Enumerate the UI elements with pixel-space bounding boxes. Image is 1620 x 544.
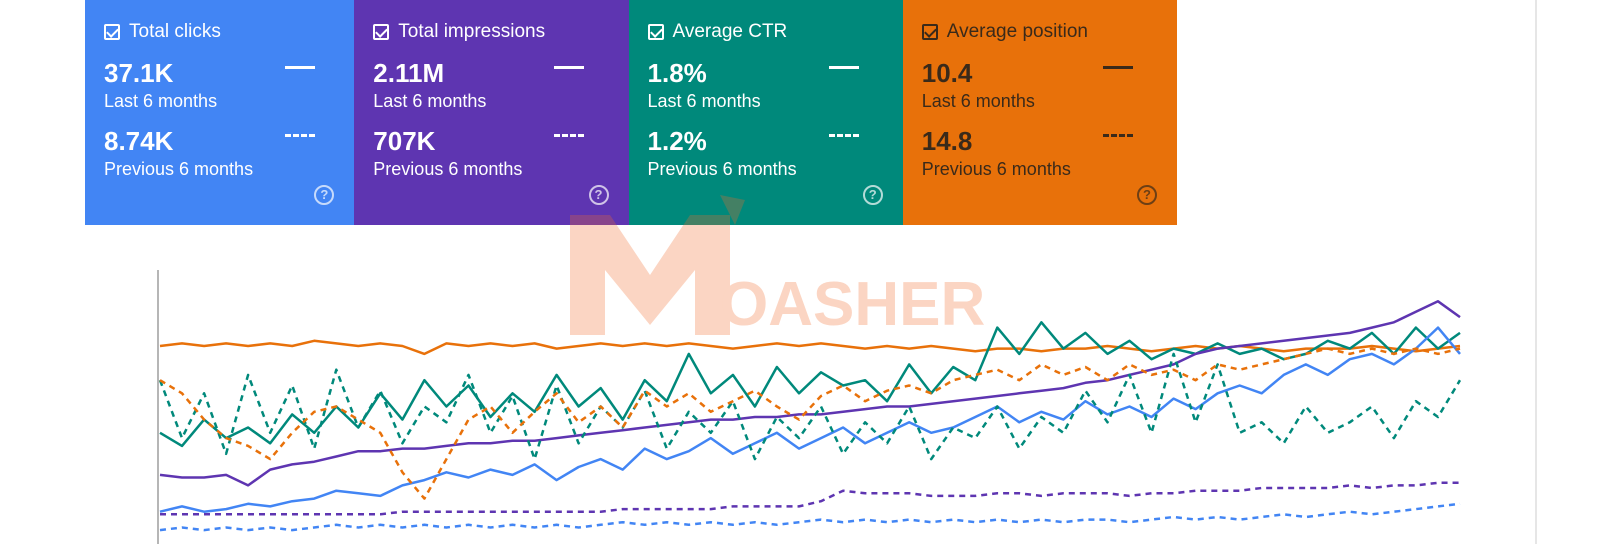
solid-line-legend-icon bbox=[828, 66, 859, 69]
current-metric: 2.11M Last 6 months bbox=[373, 58, 628, 112]
solid-line-legend-icon bbox=[285, 66, 315, 69]
dashed-line-legend-icon bbox=[554, 134, 585, 137]
current-label: Last 6 months bbox=[921, 91, 1035, 111]
card-header: Total clicks bbox=[104, 18, 354, 46]
card-title: Total clicks bbox=[129, 21, 221, 42]
current-metric: 37.1K Last 6 months bbox=[104, 58, 354, 112]
solid-line-legend-icon bbox=[554, 66, 585, 69]
series-line-clicks_current bbox=[159, 326, 1461, 513]
previous-label: Previous 6 months bbox=[921, 159, 1071, 179]
series-line-clicks_previous bbox=[159, 502, 1461, 532]
card-header: Total impressions bbox=[373, 18, 628, 46]
card-title: Average CTR bbox=[672, 21, 788, 42]
previous-metric: 14.8 Previous 6 months bbox=[922, 126, 1177, 180]
card-title: Average position bbox=[946, 21, 1088, 42]
current-label: Last 6 months bbox=[373, 91, 487, 111]
previous-metric: 8.74K Previous 6 months bbox=[104, 126, 354, 180]
series-layer bbox=[158, 300, 1462, 532]
card-header: Average position bbox=[921, 18, 1177, 46]
previous-value: 8.74K bbox=[104, 126, 174, 156]
help-icon[interactable]: ? bbox=[1137, 185, 1157, 205]
current-value: 10.4 bbox=[921, 58, 973, 88]
card-total-impressions[interactable]: Total impressions 2.11M Last 6 months 70… bbox=[354, 0, 629, 225]
previous-value: 1.2% bbox=[647, 126, 707, 156]
series-line-ctr_current bbox=[159, 321, 1461, 448]
current-metric: 1.8% Last 6 months bbox=[648, 58, 903, 112]
series-line-position_previous bbox=[159, 347, 1461, 500]
series-line-impressions_current bbox=[159, 300, 1461, 487]
previous-metric: 707K Previous 6 months bbox=[373, 126, 628, 180]
series-line-ctr_previous bbox=[158, 352, 1462, 461]
checkbox-icon[interactable] bbox=[104, 24, 120, 40]
checkbox-icon[interactable] bbox=[921, 24, 938, 40]
current-metric: 10.4 Last 6 months bbox=[922, 58, 1177, 112]
card-header: Average CTR bbox=[647, 18, 903, 46]
performance-chart bbox=[157, 270, 1462, 544]
previous-label: Previous 6 months bbox=[373, 159, 523, 179]
metric-cards: Total clicks 37.1K Last 6 months 8.74K P… bbox=[85, 0, 1177, 225]
current-label: Last 6 months bbox=[647, 91, 761, 111]
card-total-clicks[interactable]: Total clicks 37.1K Last 6 months 8.74K P… bbox=[85, 0, 355, 225]
card-average-position[interactable]: Average position 10.4 Last 6 months 14.8… bbox=[902, 0, 1177, 225]
previous-label: Previous 6 months bbox=[104, 159, 254, 179]
checkbox-icon[interactable] bbox=[647, 24, 664, 40]
checkbox-icon[interactable] bbox=[373, 24, 390, 40]
panel-border bbox=[1535, 0, 1537, 544]
series-line-impressions_previous bbox=[160, 481, 1460, 516]
dashed-line-legend-icon bbox=[285, 134, 315, 137]
solid-line-legend-icon bbox=[1102, 66, 1133, 69]
previous-value: 707K bbox=[373, 126, 436, 156]
previous-label: Previous 6 months bbox=[647, 159, 797, 179]
previous-value: 14.8 bbox=[921, 126, 973, 156]
help-icon[interactable]: ? bbox=[862, 185, 883, 205]
dashed-line-legend-icon bbox=[1102, 134, 1133, 137]
current-value: 37.1K bbox=[104, 58, 174, 88]
card-title: Total impressions bbox=[398, 21, 546, 42]
previous-metric: 1.2% Previous 6 months bbox=[648, 126, 903, 180]
help-icon[interactable]: ? bbox=[314, 185, 335, 205]
current-label: Last 6 months bbox=[104, 91, 218, 111]
card-average-ctr[interactable]: Average CTR 1.8% Last 6 months 1.2% Prev… bbox=[628, 0, 903, 225]
current-value: 1.8% bbox=[647, 58, 707, 88]
help-icon[interactable]: ? bbox=[588, 185, 609, 205]
current-value: 2.11M bbox=[373, 58, 445, 88]
dashed-line-legend-icon bbox=[828, 134, 859, 137]
